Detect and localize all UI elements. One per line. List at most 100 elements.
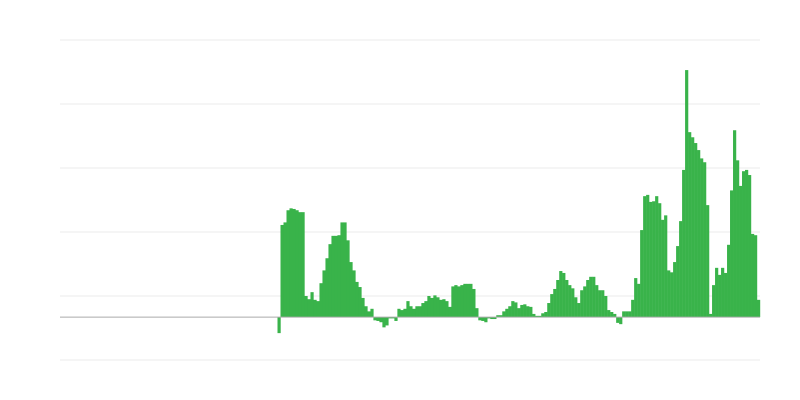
bar-35 bbox=[382, 317, 386, 328]
bar-52 bbox=[433, 295, 437, 318]
bar-2 bbox=[283, 222, 287, 318]
bar-99 bbox=[574, 297, 578, 318]
bar-40 bbox=[397, 308, 401, 318]
bar-73 bbox=[496, 315, 500, 318]
bar-136 bbox=[685, 70, 689, 318]
bar-16 bbox=[325, 258, 329, 318]
bar-61 bbox=[460, 285, 464, 318]
bar-59 bbox=[454, 285, 458, 318]
bar-46 bbox=[415, 306, 419, 318]
bar-130 bbox=[667, 270, 671, 318]
bar-0 bbox=[277, 317, 281, 334]
bar-134 bbox=[679, 221, 683, 318]
bar-97 bbox=[568, 285, 572, 318]
bar-152 bbox=[733, 130, 737, 318]
bar-56 bbox=[445, 301, 449, 318]
bar-60 bbox=[457, 286, 461, 318]
bar-116 bbox=[625, 311, 629, 318]
bar-12 bbox=[313, 299, 317, 318]
bar-44 bbox=[409, 306, 413, 318]
bar-65 bbox=[472, 288, 476, 318]
bar-67 bbox=[478, 317, 482, 321]
bar-18 bbox=[331, 235, 335, 318]
bar-1 bbox=[280, 224, 284, 318]
bar-154 bbox=[739, 185, 743, 318]
bar-121 bbox=[640, 230, 644, 318]
bar-19 bbox=[334, 235, 338, 318]
bar-8 bbox=[301, 212, 305, 318]
bar-102 bbox=[583, 286, 587, 318]
bar-13 bbox=[316, 301, 320, 318]
bar-107 bbox=[598, 290, 602, 318]
bar-149 bbox=[724, 272, 728, 318]
bar-153 bbox=[736, 160, 740, 318]
bar-104 bbox=[589, 276, 593, 318]
bar-137 bbox=[688, 132, 692, 318]
bar-10 bbox=[307, 299, 311, 318]
bar-34 bbox=[379, 317, 383, 323]
bar-75 bbox=[502, 311, 506, 318]
bar-76 bbox=[505, 308, 509, 318]
bar-95 bbox=[562, 272, 566, 318]
bar-150 bbox=[727, 244, 731, 318]
bars bbox=[277, 70, 761, 334]
bar-92 bbox=[553, 288, 557, 318]
bar-128 bbox=[661, 219, 665, 318]
bar-66 bbox=[475, 308, 479, 318]
bar-98 bbox=[571, 288, 575, 318]
bar-7 bbox=[298, 212, 302, 318]
bar-113 bbox=[616, 317, 620, 323]
bar-24 bbox=[349, 262, 353, 318]
bar-25 bbox=[352, 270, 356, 318]
bar-38 bbox=[391, 317, 395, 319]
bar-122 bbox=[643, 196, 647, 318]
bar-120 bbox=[637, 283, 641, 318]
bar-91 bbox=[550, 294, 554, 318]
bar-100 bbox=[577, 303, 581, 318]
bar-90 bbox=[547, 303, 551, 318]
bar-123 bbox=[646, 194, 650, 318]
bar-14 bbox=[319, 283, 323, 318]
bar-41 bbox=[400, 310, 404, 318]
bar-132 bbox=[673, 262, 677, 318]
bar-78 bbox=[511, 301, 515, 318]
bar-5 bbox=[292, 208, 296, 318]
bar-82 bbox=[523, 304, 527, 318]
bar-156 bbox=[745, 169, 749, 318]
bar-126 bbox=[655, 196, 659, 318]
bar-36 bbox=[385, 317, 389, 326]
gridlines bbox=[60, 39, 760, 361]
bar-54 bbox=[439, 299, 443, 318]
bar-127 bbox=[658, 203, 662, 318]
bar-21 bbox=[340, 222, 344, 318]
bar-155 bbox=[742, 171, 746, 318]
bar-158 bbox=[751, 233, 755, 318]
bar-81 bbox=[520, 304, 524, 318]
bar-110 bbox=[607, 310, 611, 318]
bar-135 bbox=[682, 169, 686, 318]
bar-32 bbox=[373, 317, 377, 321]
bar-106 bbox=[595, 285, 599, 318]
bar-86 bbox=[535, 315, 539, 318]
bar-88 bbox=[541, 313, 545, 318]
bar-77 bbox=[508, 306, 512, 318]
bar-17 bbox=[328, 244, 332, 318]
bar-129 bbox=[664, 215, 668, 318]
bar-133 bbox=[676, 246, 680, 318]
bar-145 bbox=[712, 285, 716, 318]
bar-6 bbox=[295, 210, 299, 318]
bar-70 bbox=[487, 317, 491, 319]
bar-101 bbox=[580, 290, 584, 318]
bar-94 bbox=[559, 271, 563, 318]
bar-30 bbox=[367, 311, 371, 318]
bar-48 bbox=[421, 303, 425, 318]
bar-115 bbox=[622, 311, 626, 318]
bar-51 bbox=[430, 297, 434, 318]
bar-39 bbox=[394, 317, 398, 321]
bar-37 bbox=[388, 317, 392, 319]
bar-71 bbox=[490, 317, 494, 320]
bar-80 bbox=[517, 308, 521, 318]
bar-62 bbox=[463, 283, 467, 318]
bar-58 bbox=[451, 286, 455, 318]
bar-9 bbox=[304, 296, 308, 318]
